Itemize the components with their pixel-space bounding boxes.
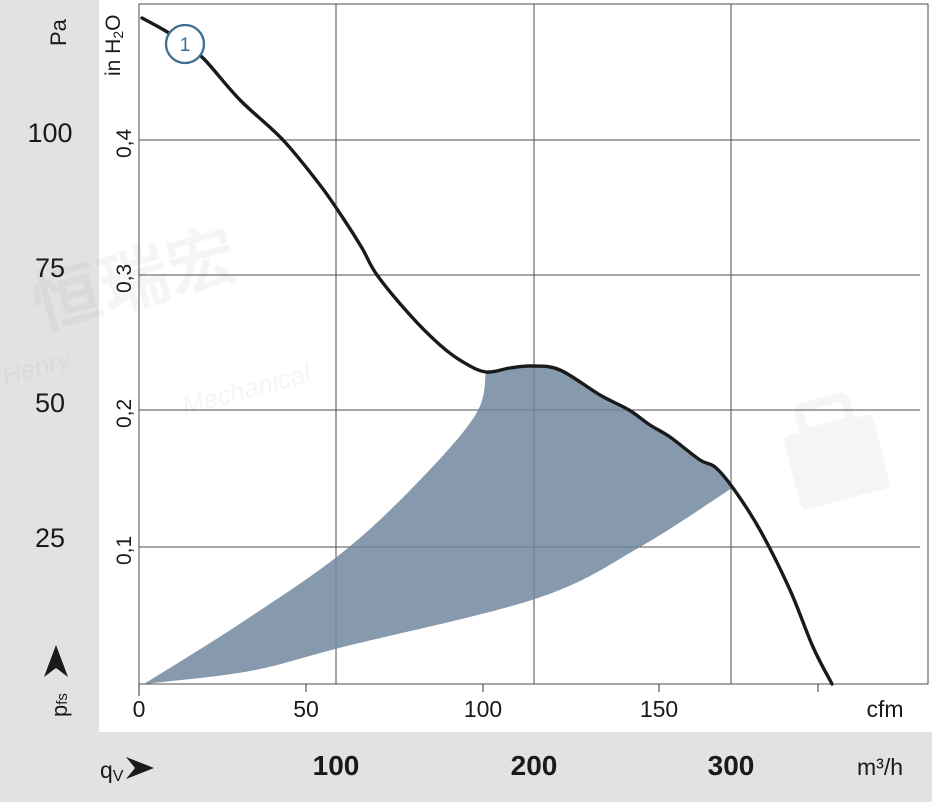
svg-text:300: 300: [708, 750, 755, 781]
svg-text:50: 50: [293, 696, 319, 722]
svg-text:cfm: cfm: [866, 696, 903, 722]
svg-text:Mechanical: Mechanical: [179, 357, 315, 420]
svg-text:150: 150: [640, 696, 678, 722]
svg-text:1: 1: [180, 35, 191, 56]
svg-text:100: 100: [464, 696, 502, 722]
svg-text:m³/h: m³/h: [857, 754, 903, 780]
svg-text:0: 0: [133, 696, 146, 722]
svg-text:100: 100: [313, 750, 360, 781]
svg-text:200: 200: [511, 750, 558, 781]
